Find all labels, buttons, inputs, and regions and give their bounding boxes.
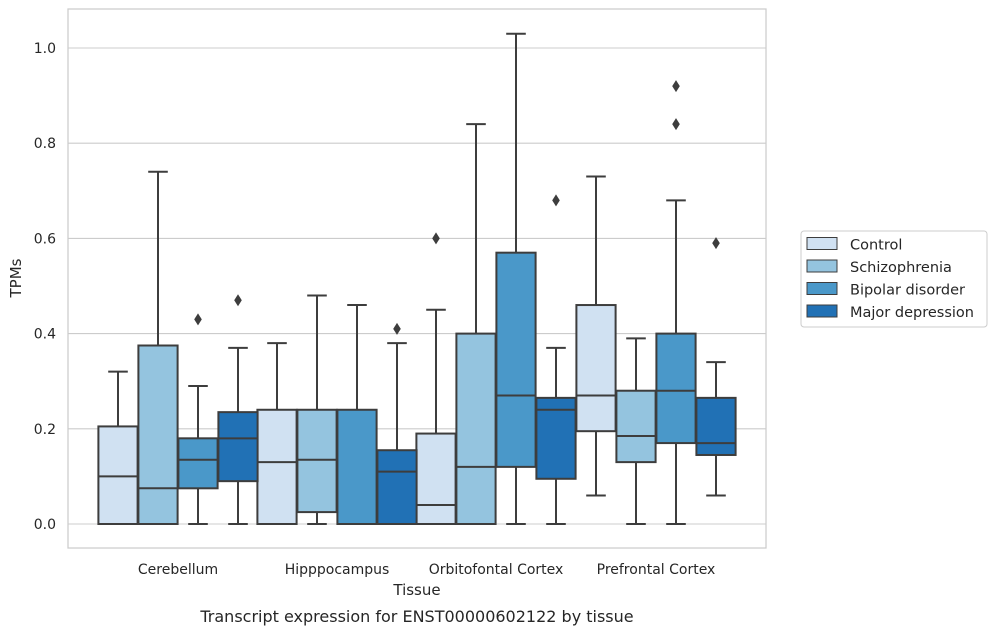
box-major-depression: [535, 194, 577, 525]
box-bipolar-disorder: [655, 80, 697, 525]
plot-frame: [67, 8, 767, 549]
box-iqr: [655, 332, 697, 445]
x-tick-label: Orbitofontal Cortex: [429, 562, 564, 578]
legend-swatch: [806, 282, 838, 295]
box-schizophrenia: [296, 294, 338, 525]
box-bipolar-disorder: [177, 313, 219, 525]
y-tick-label: 0.2: [34, 422, 56, 438]
outlier-marker: [552, 194, 560, 207]
legend-label: Control: [850, 238, 902, 254]
box-iqr: [495, 251, 537, 468]
outlier-marker: [712, 237, 720, 250]
x-tick-label: Prefrontal Cortex: [597, 562, 716, 578]
box-control: [256, 342, 298, 526]
x-tick-label: Cerebellum: [138, 562, 218, 578]
y-tick-label: 0.4: [34, 327, 56, 343]
legend-swatch: [806, 304, 838, 318]
box-control: [575, 175, 617, 497]
box-iqr: [256, 408, 298, 526]
box-groups: [97, 32, 737, 526]
box-control: [415, 232, 457, 525]
legend: Control Schizophrenia Bipolar disorder Majo…: [800, 230, 988, 328]
outlier-marker: [432, 232, 440, 245]
box-major-depression: [695, 237, 737, 497]
y-axis-title: TPMs: [7, 258, 25, 298]
box-iqr: [575, 304, 617, 433]
box-iqr: [695, 396, 737, 456]
box-iqr: [415, 432, 457, 525]
box-iqr: [217, 411, 259, 483]
box-iqr: [535, 396, 577, 480]
outlier-marker: [672, 80, 680, 93]
outlier-marker: [393, 322, 401, 335]
y-tick-label: 0.0: [34, 517, 56, 533]
legend-label: Bipolar disorder: [850, 283, 965, 299]
x-axis-title: Tissue: [392, 581, 440, 599]
box-iqr: [615, 389, 657, 464]
x-tick-label: Hipppocampus: [285, 562, 390, 578]
legend-label: Major depression: [850, 305, 974, 321]
box-schizophrenia: [615, 337, 657, 525]
legend-frame: [800, 230, 988, 328]
box-schizophrenia: [137, 170, 179, 525]
box-bipolar-disorder: [495, 32, 537, 525]
box-control: [97, 370, 139, 526]
box-iqr: [97, 425, 139, 526]
box-bipolar-disorder: [336, 304, 378, 526]
box-schizophrenia: [455, 123, 497, 525]
y-tick-label: 0.8: [34, 136, 56, 152]
chart-caption: Transcript expression for ENST0000060212…: [199, 607, 633, 626]
box-iqr: [137, 344, 179, 525]
box-iqr: [376, 449, 418, 525]
y-tick-label: 1.0: [34, 41, 56, 57]
box-major-depression: [217, 294, 259, 525]
y-tick-labels: 0.0 0.2 0.4 0.6 0.8 1.0: [34, 41, 56, 533]
box-iqr: [296, 408, 338, 514]
x-tick-labels: Cerebellum Hipppocampus Orbitofontal Corte…: [138, 562, 715, 578]
box-iqr: [455, 332, 497, 525]
gridlines: [68, 47, 766, 525]
outlier-marker: [194, 313, 202, 326]
box-iqr: [177, 437, 219, 490]
legend-label: Schizophrenia: [850, 260, 952, 276]
legend-swatch: [806, 259, 838, 273]
legend-swatch: [806, 237, 838, 250]
y-tick-label: 0.6: [34, 231, 56, 247]
outlier-marker: [672, 118, 680, 131]
outlier-marker: [234, 294, 242, 307]
box-major-depression: [376, 322, 418, 525]
box-iqr: [336, 408, 378, 526]
